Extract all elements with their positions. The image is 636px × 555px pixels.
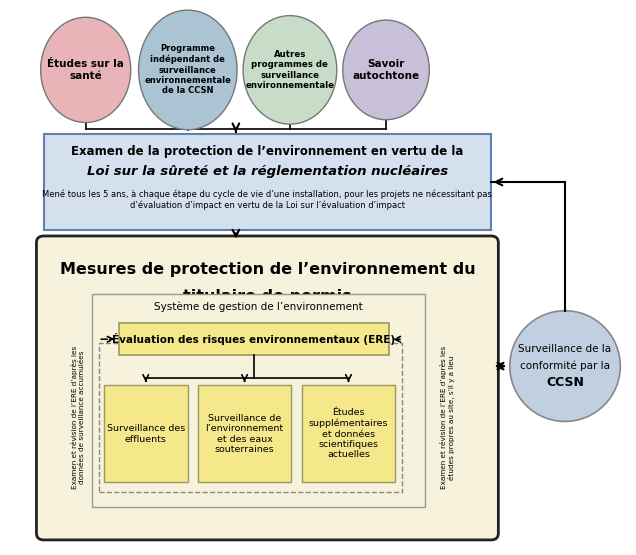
Text: CCSN: CCSN [546,376,584,389]
Ellipse shape [139,10,237,130]
Text: Surveillance de
l’environnement
et des eaux
souterraines: Surveillance de l’environnement et des e… [205,414,284,454]
Text: Mesures de protection de l’environnement du: Mesures de protection de l’environnement… [60,262,475,277]
Ellipse shape [343,20,429,120]
Text: Savoir
autochtone: Savoir autochtone [352,59,420,80]
Text: Surveillance de la: Surveillance de la [518,345,612,355]
Text: Surveillance des
effluents: Surveillance des effluents [107,424,185,443]
Text: Évaluation des risques environnementaux (ERE): Évaluation des risques environnementaux … [113,333,396,345]
Text: Études
supplémentaires
et données
scientifiques
actuelles: Études supplémentaires et données scient… [308,408,388,460]
Text: Autres
programmes de
surveillance
environnementale: Autres programmes de surveillance enviro… [245,50,335,90]
Ellipse shape [41,17,131,123]
Text: Programme
indépendant de
surveillance
environnementale
de la CCSN: Programme indépendant de surveillance en… [144,44,232,95]
FancyBboxPatch shape [36,236,499,540]
FancyBboxPatch shape [92,294,425,507]
Text: Mené tous les 5 ans, à chaque étape du cycle de vie d’une installation, pour les: Mené tous les 5 ans, à chaque étape du c… [43,190,492,210]
Text: Examen et révision de l’ERE d’après les
études propres au site, s’il y a lieu: Examen et révision de l’ERE d’après les … [440,346,455,489]
Ellipse shape [243,16,337,124]
Ellipse shape [510,311,620,421]
Text: Examen de la protection de l’environnement en vertu de la: Examen de la protection de l’environneme… [71,145,464,158]
FancyBboxPatch shape [198,386,291,482]
FancyBboxPatch shape [44,134,491,230]
Text: Examen et révision de l’ERE d’après les
données de surveillance accumulées: Examen et révision de l’ERE d’après les … [71,346,85,489]
FancyBboxPatch shape [119,324,389,355]
Text: conformité par la: conformité par la [520,361,610,371]
Text: Système de gestion de l’environnement: Système de gestion de l’environnement [154,301,363,311]
FancyBboxPatch shape [104,386,188,482]
Text: Loi sur la sûreté et la réglementation nucléaires: Loi sur la sûreté et la réglementation n… [87,165,448,178]
FancyBboxPatch shape [302,386,395,482]
Text: titulaire de permis: titulaire de permis [183,289,352,304]
Text: Études sur la
santé: Études sur la santé [47,59,124,80]
